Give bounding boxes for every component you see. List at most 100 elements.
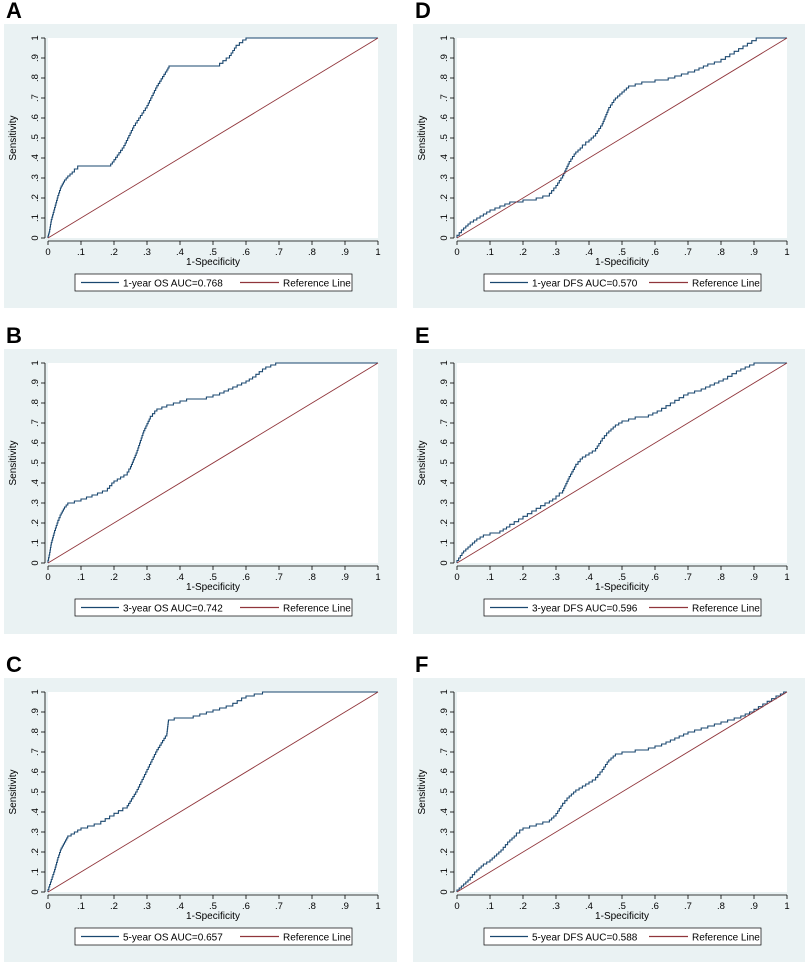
y-tick-label: .6 (30, 768, 41, 776)
legend-label-roc: 3-year OS AUC=0.742 (123, 604, 223, 615)
x-tick-label: .9 (750, 247, 758, 258)
panel-letter: F (415, 652, 428, 677)
x-tick-label: .4 (585, 572, 593, 583)
panel-b: B 0 0 .1 .1 .2 .2 .3 .3 .4 .4 .5 .5 .6 .6 .7 .7 .8 .8 .9 .9 1… (4, 323, 397, 634)
x-tick-label: .2 (519, 901, 527, 912)
legend-label-reference: Reference Line (692, 933, 760, 944)
x-tick-label: .3 (552, 901, 560, 912)
x-tick-label: 1 (784, 572, 789, 583)
y-tick-label: .6 (30, 439, 41, 447)
x-tick-label: .3 (143, 572, 151, 583)
y-tick-label: .5 (30, 134, 41, 142)
y-tick-label: 1 (439, 689, 450, 694)
x-tick-label: .4 (585, 247, 593, 258)
panel-letter: B (6, 323, 22, 348)
x-tick-label: .1 (486, 247, 494, 258)
legend-box (483, 598, 762, 617)
x-tick-label: .7 (275, 247, 283, 258)
y-axis-title: Sensitivity (8, 769, 19, 814)
y-tick-label: .9 (30, 708, 41, 716)
x-tick-label: .7 (275, 572, 283, 583)
x-tick-label: .4 (585, 901, 593, 912)
y-tick-label: .4 (439, 808, 450, 816)
x-tick-label: .2 (519, 247, 527, 258)
x-tick-label: .4 (176, 247, 184, 258)
x-tick-label: .5 (209, 572, 217, 583)
y-tick-label: .8 (30, 399, 41, 407)
x-tick-label: .3 (143, 901, 151, 912)
y-tick-label: .1 (439, 868, 450, 876)
y-tick-label: .8 (30, 728, 41, 736)
legend-box (483, 273, 762, 292)
x-tick-label: .5 (618, 572, 626, 583)
x-tick-label: .6 (651, 572, 659, 583)
y-tick-label: .4 (439, 479, 450, 487)
x-tick-label: .8 (717, 247, 725, 258)
roc-curve-line (456, 362, 787, 563)
x-tick-label: .1 (77, 247, 85, 258)
panel-d: D 0 0 .1 .1 .2 .2 .3 .3 .4 .4 .5 .5 .6 .6 .7 .7 .8 .8 .9 .9 1… (413, 0, 805, 308)
x-tick-label: 0 (45, 901, 50, 912)
x-tick-label: .1 (486, 901, 494, 912)
x-tick-label: .6 (651, 247, 659, 258)
y-tick-label: 0 (439, 889, 450, 894)
y-tick-label: 0 (30, 889, 41, 894)
y-tick-label: .5 (30, 788, 41, 796)
y-tick-label: 0 (30, 560, 41, 565)
roc-curve-line (456, 37, 787, 238)
legend-label-roc: 5-year OS AUC=0.657 (123, 933, 223, 944)
legend-box (74, 927, 353, 946)
legend-label-roc: 1-year DFS AUC=0.570 (532, 279, 638, 290)
y-axis-title: Sensitivity (417, 769, 428, 814)
y-tick-label: .3 (439, 499, 450, 507)
x-tick-label: .7 (684, 901, 692, 912)
x-tick-label: .9 (750, 901, 758, 912)
x-tick-label: 1 (784, 247, 789, 258)
x-tick-label: .5 (618, 247, 626, 258)
y-tick-label: .7 (30, 94, 41, 102)
y-tick-label: 1 (439, 35, 450, 40)
x-axis-title: 1-Specificity (595, 911, 649, 922)
y-tick-label: .8 (439, 399, 450, 407)
x-tick-label: 0 (454, 901, 459, 912)
x-axis-title: 1-Specificity (186, 582, 240, 593)
y-tick-label: .6 (439, 114, 450, 122)
panel-letter: A (6, 0, 22, 23)
y-tick-label: .8 (439, 728, 450, 736)
y-tick-label: .2 (30, 519, 41, 527)
y-axis-title: Sensitivity (8, 440, 19, 485)
y-tick-label: .5 (30, 459, 41, 467)
y-tick-label: 1 (30, 689, 41, 694)
x-tick-label: .9 (341, 572, 349, 583)
x-tick-label: .5 (618, 901, 626, 912)
x-tick-label: .5 (209, 247, 217, 258)
x-tick-label: .4 (176, 572, 184, 583)
y-tick-label: .4 (30, 808, 41, 816)
reference-line (456, 362, 788, 564)
y-tick-label: .7 (30, 419, 41, 427)
x-tick-label: 1 (375, 572, 380, 583)
y-tick-label: 1 (30, 35, 41, 40)
y-tick-label: 0 (439, 560, 450, 565)
x-axis-title: 1-Specificity (595, 582, 649, 593)
x-tick-label: .6 (242, 901, 250, 912)
x-axis-title: 1-Specificity (186, 257, 240, 268)
reference-line (47, 362, 379, 564)
y-tick-label: .9 (439, 54, 450, 62)
y-tick-label: .9 (30, 379, 41, 387)
x-tick-label: .8 (308, 572, 316, 583)
reference-line (47, 691, 379, 893)
x-tick-label: .1 (486, 572, 494, 583)
legend-label-roc: 1-year OS AUC=0.768 (123, 279, 223, 290)
y-axis-title: Sensitivity (417, 440, 428, 485)
y-tick-label: .2 (30, 194, 41, 202)
y-tick-label: .7 (439, 748, 450, 756)
x-tick-label: .6 (242, 572, 250, 583)
y-tick-label: 1 (30, 360, 41, 365)
y-tick-label: .4 (30, 154, 41, 162)
y-tick-label: 0 (439, 235, 450, 240)
legend-box (483, 927, 762, 946)
x-tick-label: .9 (341, 247, 349, 258)
y-tick-label: .9 (439, 379, 450, 387)
